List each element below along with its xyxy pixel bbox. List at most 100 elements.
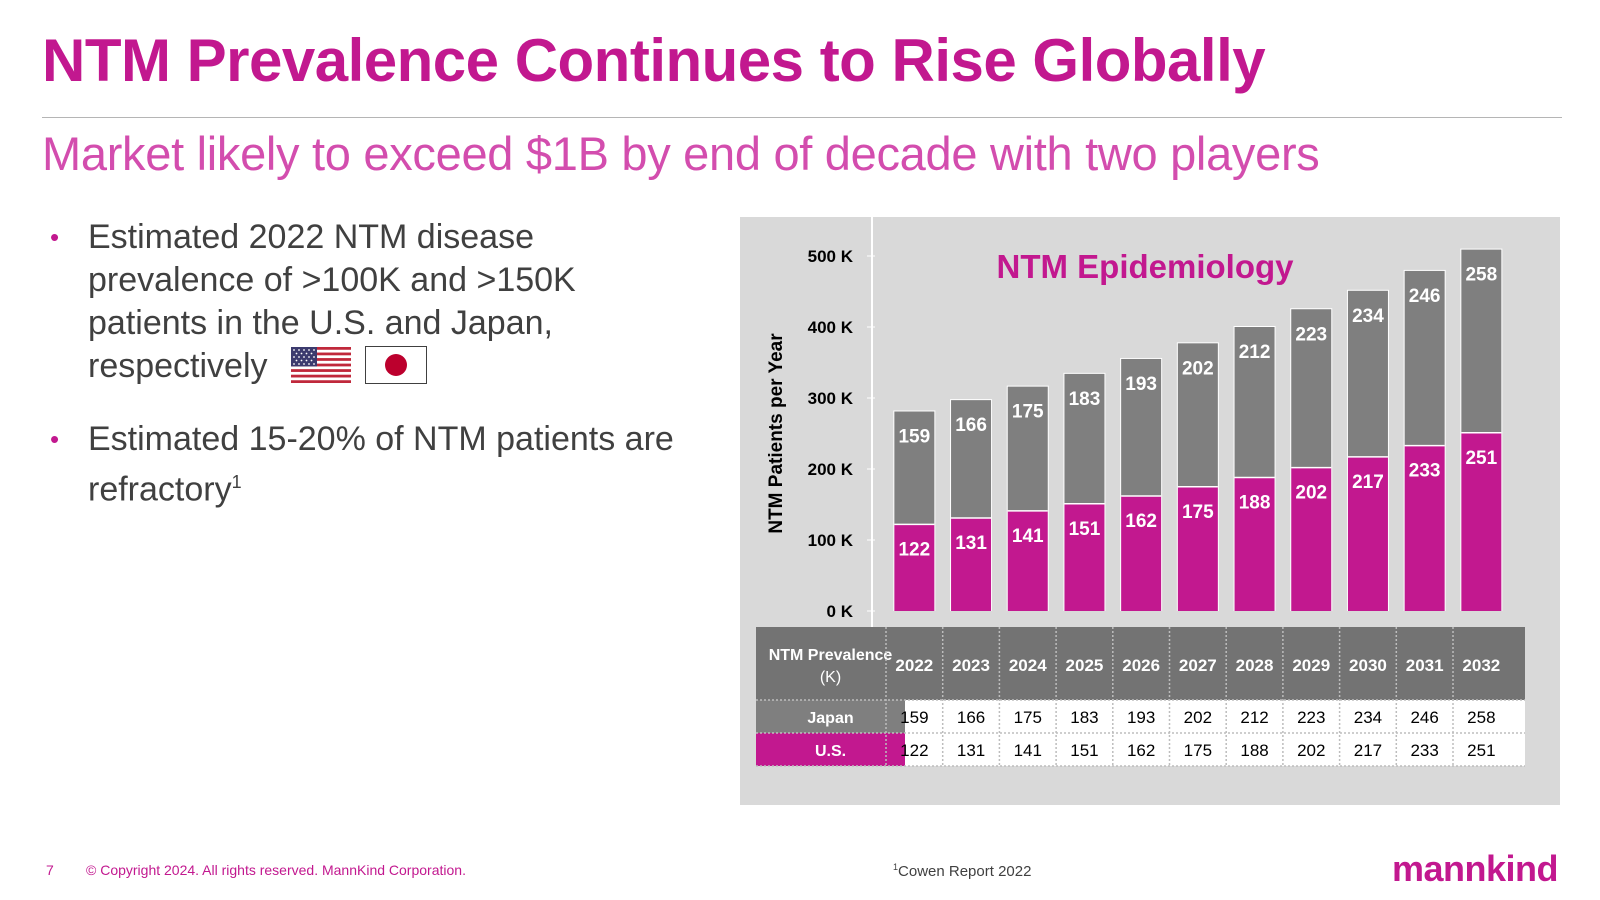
table-year-2029: 2029 xyxy=(1292,656,1330,675)
bullet-text: Estimated 15-20% of NTM patients are ref… xyxy=(88,420,674,509)
table-year-2030: 2030 xyxy=(1349,656,1387,675)
bar-us-2032 xyxy=(1461,432,1502,611)
table-japan-2027: 202 xyxy=(1184,708,1212,727)
data-label-japan-2032: 258 xyxy=(1465,265,1497,286)
bar-japan-2028 xyxy=(1234,327,1275,478)
table-us-2026: 162 xyxy=(1127,741,1155,760)
data-label-us-2026: 162 xyxy=(1125,511,1157,532)
bar-us-2029 xyxy=(1291,467,1332,611)
bar-us-2023 xyxy=(951,517,992,611)
bar-us-2028 xyxy=(1234,477,1275,611)
table-japan-2023: 166 xyxy=(957,708,985,727)
table-year-2025: 2025 xyxy=(1066,656,1104,675)
table-us-2031: 233 xyxy=(1410,741,1438,760)
table-header-unit: (K) xyxy=(820,669,841,686)
y-tick-label: 200 K xyxy=(808,460,854,479)
bar-japan-2022 xyxy=(894,411,935,525)
footnote-text: Cowen Report 2022 xyxy=(898,863,1032,880)
y-tick-label: 0 K xyxy=(827,602,854,621)
bullet-item: • Estimated 15-20% of NTM patients are r… xyxy=(46,418,686,511)
y-tick-label: 500 K xyxy=(808,247,854,266)
bar-japan-2024 xyxy=(1007,386,1048,511)
data-label-japan-2028: 212 xyxy=(1239,342,1271,363)
table-header-label: NTM Prevalence xyxy=(769,647,893,664)
table-japan-2032: 258 xyxy=(1467,708,1495,727)
bar-us-2030 xyxy=(1347,456,1388,611)
table-japan-2026: 193 xyxy=(1127,708,1155,727)
data-label-japan-2030: 234 xyxy=(1352,306,1384,327)
bar-japan-2025 xyxy=(1064,373,1105,504)
table-japan-2028: 212 xyxy=(1240,708,1268,727)
page-subtitle: Market likely to exceed $1B by end of de… xyxy=(42,127,1320,180)
bullet-dot-icon: • xyxy=(50,222,60,252)
data-label-us-2024: 141 xyxy=(1012,526,1044,547)
data-label-us-2022: 122 xyxy=(898,539,930,560)
us-flag-icon xyxy=(290,347,351,384)
data-label-japan-2031: 246 xyxy=(1409,286,1441,307)
table-japan-2022: 159 xyxy=(900,708,928,727)
data-label-japan-2026: 193 xyxy=(1125,374,1157,395)
table-year-2027: 2027 xyxy=(1179,656,1217,675)
bar-us-2026 xyxy=(1121,495,1162,611)
table-year-2031: 2031 xyxy=(1406,656,1444,675)
table-us-2029: 202 xyxy=(1297,741,1325,760)
table-year-2028: 2028 xyxy=(1236,656,1274,675)
table-japan-2029: 223 xyxy=(1297,708,1325,727)
axis-divider xyxy=(871,217,873,627)
data-label-us-2023: 131 xyxy=(955,533,987,554)
table-us-2024: 141 xyxy=(1014,741,1042,760)
table-us-2028: 188 xyxy=(1240,741,1268,760)
table-japan-2025: 183 xyxy=(1070,708,1098,727)
data-label-japan-2022: 159 xyxy=(898,426,930,447)
footnote-mark: 1 xyxy=(893,862,899,872)
data-label-us-2030: 217 xyxy=(1352,472,1384,493)
table-japan-2024: 175 xyxy=(1014,708,1042,727)
ntm-epidemiology-chart: 0 K 100 K 200 K 300 K 400 K 500 K NTM Patients… xyxy=(756,217,1525,767)
bullet-dot-icon: • xyxy=(50,424,60,454)
bar-japan-2023 xyxy=(951,400,992,518)
data-label-japan-2029: 223 xyxy=(1295,324,1327,345)
bullet-item: • Estimated 2022 NTM disease prevalence … xyxy=(46,216,686,388)
table-year-2022: 2022 xyxy=(895,656,933,675)
table-japan-2030: 234 xyxy=(1354,708,1382,727)
table-us-2023: 131 xyxy=(957,741,985,760)
bar-japan-2031 xyxy=(1404,270,1445,446)
copyright-text: © Copyright 2024. All rights reserved. M… xyxy=(86,862,466,878)
bar-us-2022 xyxy=(894,524,935,611)
title-divider xyxy=(42,117,1562,118)
data-label-japan-2027: 202 xyxy=(1182,358,1214,379)
bullet-text: Estimated 2022 NTM disease prevalence of… xyxy=(88,218,576,385)
chart-panel: 0 K 100 K 200 K 300 K 400 K 500 K NTM Patients… xyxy=(740,217,1560,805)
table-row-label-japan: Japan xyxy=(807,710,853,727)
page-number: 7 xyxy=(46,862,54,878)
data-label-japan-2025: 183 xyxy=(1069,389,1101,410)
table-year-2032: 2032 xyxy=(1462,656,1500,675)
bar-japan-2026 xyxy=(1121,358,1162,496)
y-tick-label: 300 K xyxy=(808,389,854,408)
y-tick-label: 400 K xyxy=(808,318,854,337)
table-us-label-cell xyxy=(756,733,905,766)
y-tick-label: 100 K xyxy=(808,531,854,550)
table-japan-label-cell xyxy=(756,700,905,733)
table-year-2024: 2024 xyxy=(1009,656,1047,675)
bar-japan-2032 xyxy=(1461,249,1502,433)
table-us-2022: 122 xyxy=(900,741,928,760)
page-title: NTM Prevalence Continues to Rise Globall… xyxy=(42,27,1266,94)
data-label-japan-2024: 175 xyxy=(1012,402,1044,423)
bar-japan-2030 xyxy=(1347,290,1388,457)
table-us-2030: 217 xyxy=(1354,741,1382,760)
footnote-ref: 1 xyxy=(231,472,242,492)
data-label-us-2028: 188 xyxy=(1239,493,1271,514)
table-row-label-us: U.S. xyxy=(815,743,846,760)
table-us-2025: 151 xyxy=(1070,741,1098,760)
bar-us-2027 xyxy=(1177,486,1218,611)
table-us-2027: 175 xyxy=(1184,741,1212,760)
data-label-japan-2023: 166 xyxy=(955,415,987,436)
bar-us-2024 xyxy=(1007,510,1048,611)
data-label-us-2029: 202 xyxy=(1295,483,1327,504)
table-japan-2031: 246 xyxy=(1410,708,1438,727)
data-label-us-2031: 233 xyxy=(1409,461,1441,482)
table-year-2023: 2023 xyxy=(952,656,990,675)
japan-flag-icon xyxy=(364,346,427,385)
chart-title: NTM Epidemiology xyxy=(997,248,1295,285)
